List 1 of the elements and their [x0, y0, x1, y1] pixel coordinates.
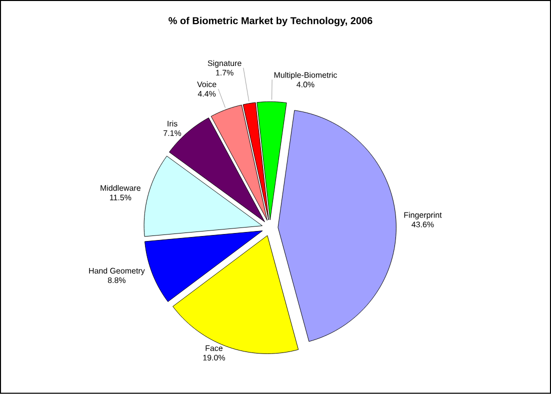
chart-title: % of Biometric Market by Technology, 2006: [168, 17, 372, 26]
